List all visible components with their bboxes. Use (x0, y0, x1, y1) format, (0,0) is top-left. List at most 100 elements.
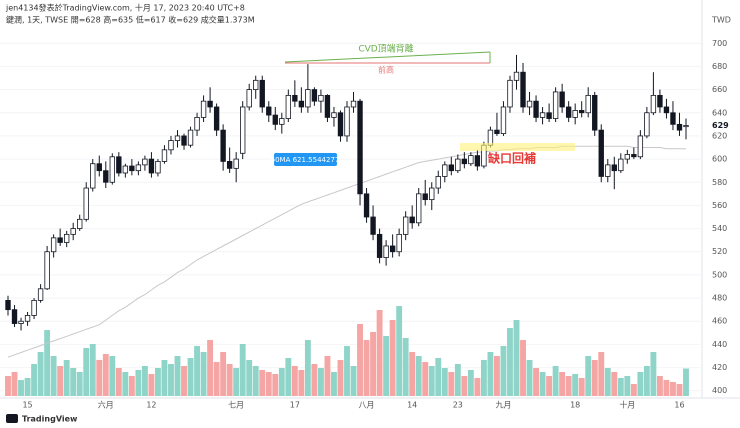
y-tick-label: 560 (712, 201, 727, 210)
candle-body (11, 309, 18, 324)
candle-body (402, 216, 409, 235)
volume-bar (155, 368, 161, 396)
volume-bar (304, 340, 311, 396)
plot: 400 420 440 460 480 500 520 540 560 580 600 620 640 6… (0, 39, 734, 410)
candle-body (507, 79, 513, 108)
volume-bar (63, 360, 70, 396)
volume-bar (57, 366, 64, 396)
divergence-line (284, 51, 491, 63)
volume-bar (324, 356, 331, 396)
volume-bar (207, 340, 214, 396)
candle-body (207, 100, 213, 108)
volume-bar (102, 354, 109, 396)
y-tick-label: 540 (712, 224, 727, 233)
candle-body (279, 118, 285, 125)
volume-bar (239, 344, 246, 396)
volume-bar (591, 360, 598, 396)
candle-body (298, 100, 305, 108)
candle-body (148, 158, 155, 174)
candle-body (416, 193, 422, 224)
y-tick-label: 400 (712, 386, 727, 395)
candle-body (63, 233, 70, 243)
volume-bar (435, 358, 442, 396)
volume-bar (448, 372, 455, 396)
candle-body (331, 112, 337, 118)
candle-body (109, 156, 115, 183)
candle-body (670, 112, 676, 125)
candle-body (305, 89, 311, 108)
volume-bar (24, 378, 31, 396)
annotation: CVD頂端背離 (358, 43, 413, 55)
volume-bar (278, 368, 285, 396)
volume-bar (389, 320, 396, 396)
candle-body (605, 164, 611, 177)
candle-body (389, 245, 396, 253)
candle-body (657, 94, 663, 108)
candle-body (142, 158, 148, 166)
volume-bar (285, 358, 292, 396)
candle-body (448, 164, 454, 172)
header: jen4134發表於TradingView.com, 十月 17, 2023 2… (5, 3, 245, 13)
candle-body (363, 193, 370, 218)
candle-body (246, 89, 252, 108)
volume-bar (376, 310, 383, 396)
x-tick-label: 17 (290, 401, 300, 410)
candle-body (455, 158, 461, 172)
volume-bar (11, 372, 18, 396)
logo-icon (6, 414, 18, 423)
annotation: 前高 (378, 65, 394, 75)
volume-bar (494, 356, 500, 396)
volume-bar (487, 352, 494, 396)
candle-body (344, 106, 350, 137)
volume-bar (272, 374, 279, 396)
candle-body (357, 100, 363, 195)
candle-body (311, 89, 318, 102)
candle-body (461, 158, 468, 165)
volume-bar (637, 372, 644, 396)
x-tick-label: 12 (146, 401, 156, 410)
candle-body (181, 135, 187, 146)
candle-body (429, 187, 435, 201)
y-tick-label: 500 (712, 270, 727, 279)
candle-body (285, 94, 292, 119)
volume-bar (520, 340, 526, 396)
volume-bar (370, 332, 377, 396)
x-tick-label: 十月 (619, 400, 635, 410)
candle-body (129, 165, 135, 172)
volume-bar (311, 364, 318, 396)
candle-body (31, 299, 37, 316)
candle-body (187, 129, 194, 146)
candle-body (637, 135, 644, 158)
volume-bar (357, 324, 363, 396)
volume-bar (148, 374, 155, 396)
candle-body (122, 165, 129, 174)
candle-body (442, 164, 448, 177)
candle-body (585, 94, 591, 114)
candle-body (220, 129, 226, 162)
candle-body (546, 112, 552, 119)
volume-bar (122, 372, 129, 396)
y-tick-label: 700 (712, 39, 727, 48)
subtitle: 鍵潤, 1天, TWSE 開=628 高=635 低=617 收=629 成交量… (6, 15, 255, 25)
volume-bar (656, 376, 663, 396)
last-price: 629 (712, 121, 729, 130)
candle-body (650, 94, 657, 114)
volume-bar (194, 346, 200, 396)
candle-body (24, 315, 31, 322)
candle-body (644, 112, 650, 137)
x-tick-label: 16 (674, 401, 684, 410)
volume-bar (396, 306, 403, 396)
volume-bar (630, 384, 637, 396)
candle-body (370, 216, 376, 235)
volume-bar (252, 366, 259, 396)
price-tag (704, 119, 734, 132)
volume-bar (559, 372, 566, 396)
volume-bar (604, 368, 611, 396)
candle-body (103, 170, 109, 183)
x-tick-label: 14 (407, 401, 417, 410)
volume-bar (402, 338, 409, 396)
candle-body (57, 237, 63, 243)
volume-bar (128, 376, 135, 396)
volume-bar (474, 378, 481, 396)
candle-body (77, 218, 83, 229)
